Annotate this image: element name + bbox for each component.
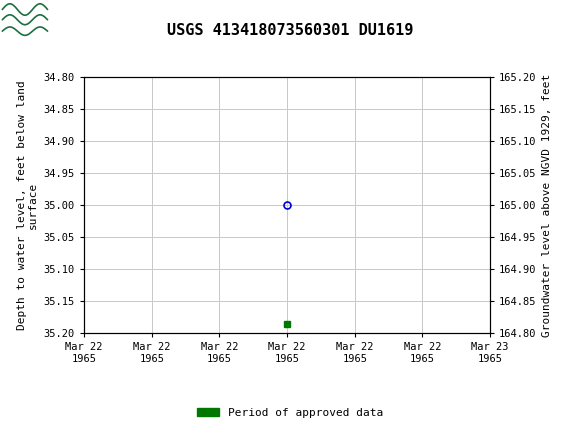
Text: USGS 413418073560301 DU1619: USGS 413418073560301 DU1619 <box>167 23 413 37</box>
Bar <box>0 0 52 38</box>
Y-axis label: Groundwater level above NGVD 1929, feet: Groundwater level above NGVD 1929, feet <box>542 74 552 337</box>
Y-axis label: Depth to water level, feet below land
surface: Depth to water level, feet below land su… <box>17 80 38 330</box>
Legend: Period of approved data: Period of approved data <box>193 403 387 422</box>
Text: USGS: USGS <box>55 12 102 27</box>
